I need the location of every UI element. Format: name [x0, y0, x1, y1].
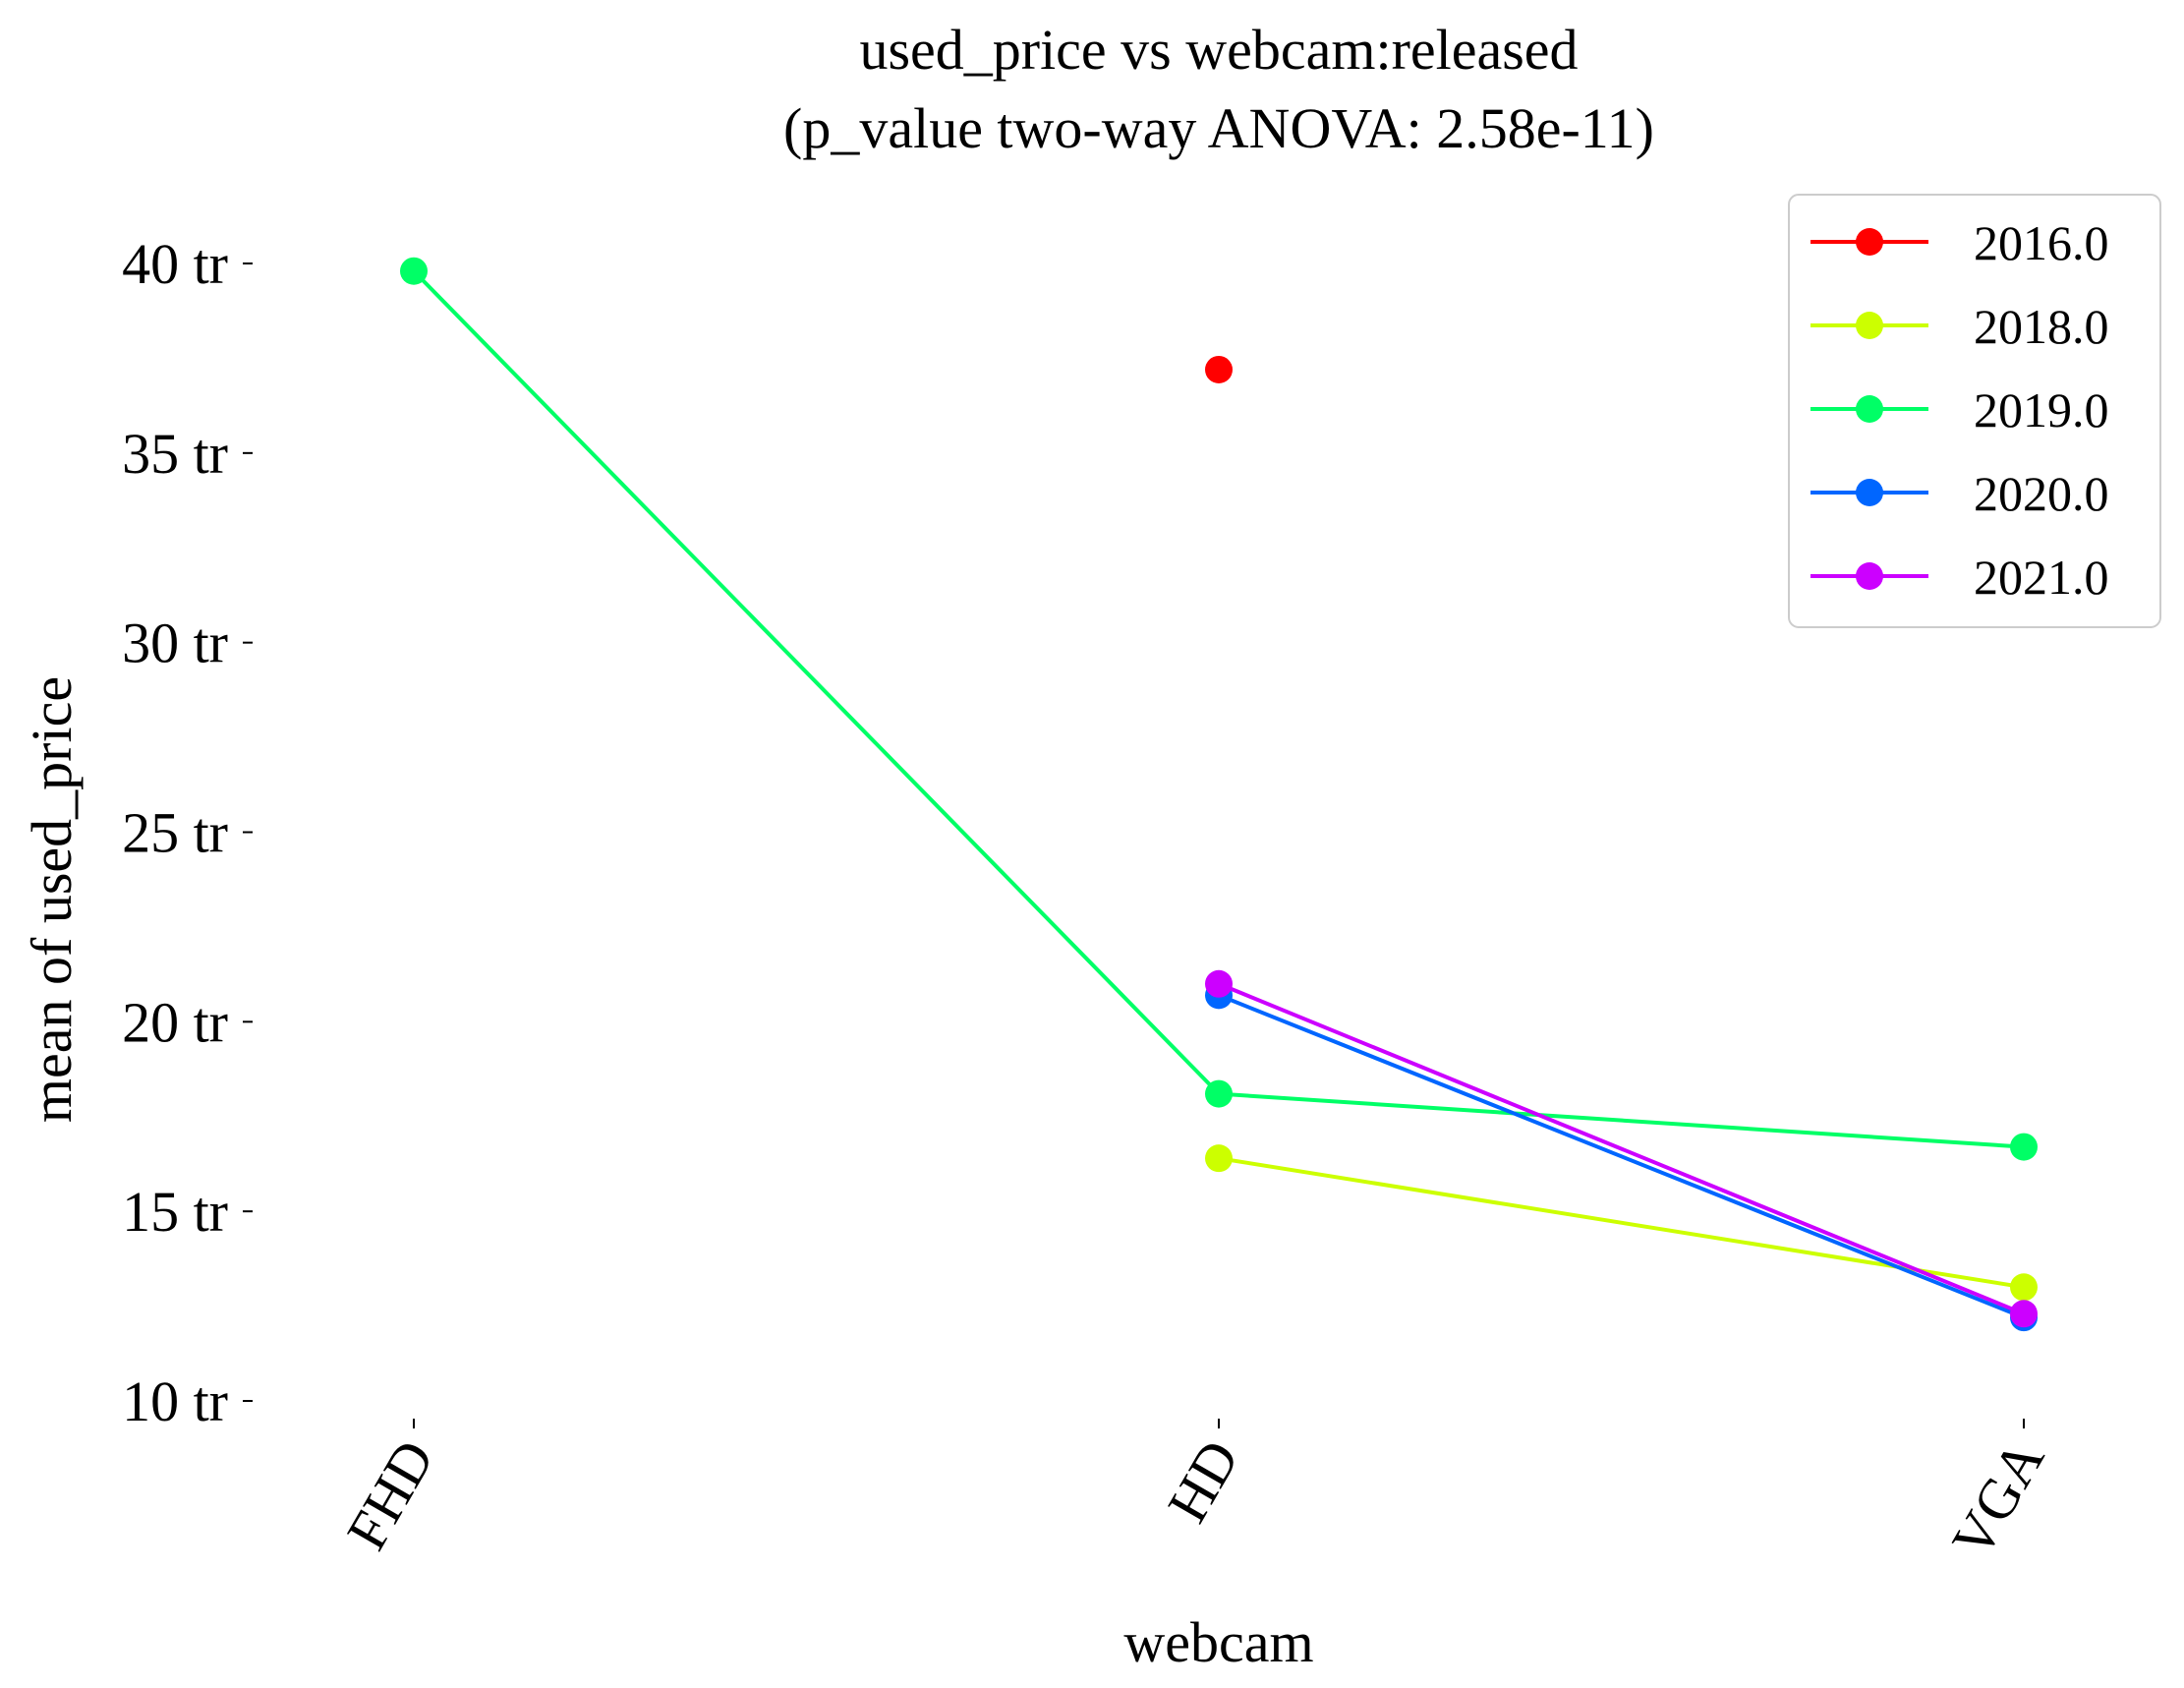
data-point [2010, 1133, 2038, 1161]
legend-marker [1856, 562, 1883, 590]
data-point [1205, 969, 1233, 998]
legend-item: 2019.0 [1810, 382, 2109, 437]
legend-item: 2021.0 [1810, 550, 2109, 605]
series-2016.0 [1205, 355, 1233, 383]
legend-label: 2016.0 [1974, 215, 2109, 270]
series-line [1218, 993, 2025, 1320]
series-2019.0 [400, 257, 2038, 1161]
legend-marker [1856, 395, 1883, 423]
y-tick-label: 10 tr [122, 1369, 228, 1433]
y-tick-label: 15 tr [122, 1180, 228, 1244]
x-tick-label-hd: HD [1155, 1429, 1251, 1533]
data-point [2010, 1273, 2038, 1302]
data-point [1205, 355, 1233, 383]
legend: 2016.0 2018.0 2019.0 2020.0 2021.0 [1788, 194, 2161, 628]
plot-series [400, 257, 2038, 1332]
legend-label: 2020.0 [1974, 466, 2109, 521]
legend-frame [1788, 194, 2161, 628]
x-axis-ticks: FHD HD VGA [334, 1419, 2056, 1568]
x-axis-label: webcam [1123, 1610, 1313, 1674]
legend-label: 2021.0 [1974, 550, 2109, 605]
series-2018.0 [1205, 1144, 2038, 1302]
y-tick-label: 30 tr [122, 611, 228, 675]
legend-item: 2016.0 [1810, 215, 2109, 270]
legend-marker [1856, 228, 1883, 256]
series-line [412, 269, 2025, 1149]
y-tick-label: 20 tr [122, 990, 228, 1054]
y-tick-label: 25 tr [122, 801, 228, 865]
data-point [400, 257, 428, 285]
y-tick-label: 40 tr [122, 232, 228, 296]
x-tick-label-fhd: FHD [334, 1429, 446, 1560]
chart-subtitle: (p_value two-way ANOVA: 2.58e-11) [783, 96, 1654, 160]
legend-item: 2018.0 [1810, 299, 2109, 354]
legend-marker [1856, 479, 1883, 506]
x-tick-label-vga: VGA [1939, 1429, 2056, 1568]
y-axis-ticks: 10 tr 15 tr 20 tr 25 tr 30 tr 35 tr 40 tr [122, 232, 253, 1433]
data-point [1205, 1144, 1233, 1173]
legend-label: 2019.0 [1974, 382, 2109, 437]
legend-marker [1856, 312, 1883, 339]
series-2020.0 [1205, 981, 2038, 1332]
series-2021.0 [1205, 969, 2038, 1328]
series-line [1218, 981, 2025, 1316]
y-tick-label: 35 tr [122, 422, 228, 486]
legend-label: 2018.0 [1974, 299, 2109, 354]
legend-item: 2020.0 [1810, 466, 2109, 521]
chart-title: used_price vs webcam:released [859, 18, 1578, 82]
data-point [1205, 1079, 1233, 1108]
y-axis-label: mean of used_price [20, 676, 84, 1123]
data-point [2010, 1300, 2038, 1328]
